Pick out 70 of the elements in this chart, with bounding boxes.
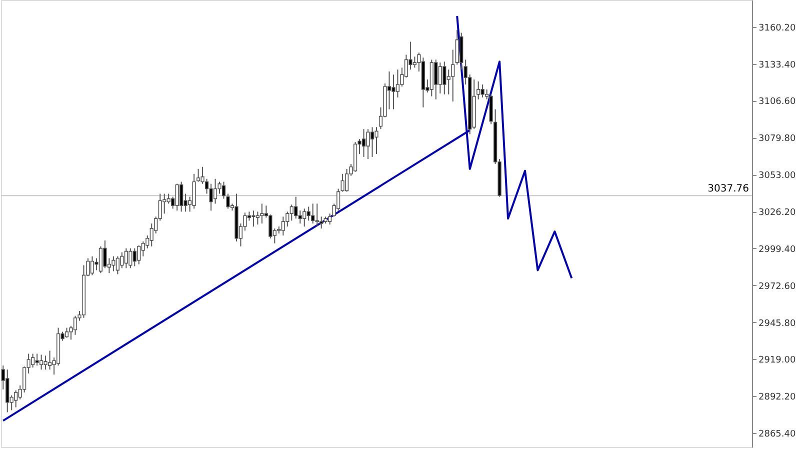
candlestick <box>132 248 136 267</box>
candlestick <box>370 126 374 158</box>
y-tick-label: 2919.00 <box>758 356 796 366</box>
candlestick <box>438 62 442 94</box>
y-tick-label: 3053.00 <box>758 171 796 182</box>
candlestick <box>328 213 332 225</box>
candlestick <box>116 256 120 275</box>
candlestick <box>180 181 184 212</box>
y-tick-label: 2865.40 <box>758 430 796 440</box>
candlestick <box>31 353 35 368</box>
candlestick <box>374 126 378 155</box>
candlestick <box>137 244 141 265</box>
candlestick <box>302 208 306 228</box>
candlestick <box>124 248 128 269</box>
y-tick-label: 3079.80 <box>758 134 796 144</box>
y-tick-label: 3160.20 <box>758 23 796 34</box>
candlestick <box>213 178 218 204</box>
candlestick <box>256 211 260 225</box>
candlestick <box>311 203 315 224</box>
candlestick <box>340 173 344 192</box>
candlestick <box>141 240 145 257</box>
candlestick <box>252 210 256 228</box>
y-tick-label: 2972.60 <box>758 282 796 292</box>
candlestick <box>175 183 179 212</box>
candlestick <box>103 240 107 269</box>
candlestick <box>442 61 446 95</box>
candlestick <box>362 128 366 158</box>
candlestick <box>268 214 272 239</box>
candlestick <box>209 183 213 212</box>
candlestick <box>480 84 484 98</box>
candlestick <box>90 256 94 276</box>
candlestick <box>392 74 396 110</box>
candlestick <box>320 216 324 229</box>
candlestick <box>366 128 370 160</box>
candlestick <box>166 193 170 204</box>
candlestick <box>112 256 116 272</box>
ref-line-label: 3037.76 <box>708 184 749 195</box>
y-tick-label: 3133.40 <box>758 60 796 70</box>
candlestick <box>345 168 349 192</box>
candlestick <box>48 350 52 370</box>
candlestick <box>192 173 196 210</box>
candlestick <box>260 203 264 224</box>
candlestick <box>294 196 298 220</box>
y-tick-label: 2999.40 <box>758 244 796 255</box>
candlestick <box>196 168 200 182</box>
y-tick-label: 3026.20 <box>758 208 796 218</box>
candlestick <box>455 29 459 66</box>
y-tick-label: 2892.20 <box>758 392 796 403</box>
candlestick <box>40 354 44 370</box>
y-tick-label: 2945.80 <box>758 318 796 329</box>
candlestick <box>35 353 39 366</box>
candlestick <box>476 80 480 100</box>
candlestick <box>281 216 285 236</box>
candlestick <box>6 369 10 413</box>
candlestick <box>120 252 124 269</box>
candlestick <box>315 203 319 228</box>
candlestick <box>434 59 438 100</box>
candlestick <box>98 246 103 274</box>
candlestick <box>412 56 416 68</box>
candlestick <box>128 248 132 269</box>
candlestick <box>290 204 294 222</box>
candlestick <box>396 69 400 98</box>
candlestick <box>14 390 18 408</box>
y-tick-label: 3106.60 <box>758 97 796 108</box>
candlestick <box>451 49 455 102</box>
candlestick <box>44 355 48 370</box>
candlestick <box>306 206 310 222</box>
candlestick <box>64 327 69 338</box>
candlestick <box>298 210 302 224</box>
candlestick <box>73 315 78 336</box>
